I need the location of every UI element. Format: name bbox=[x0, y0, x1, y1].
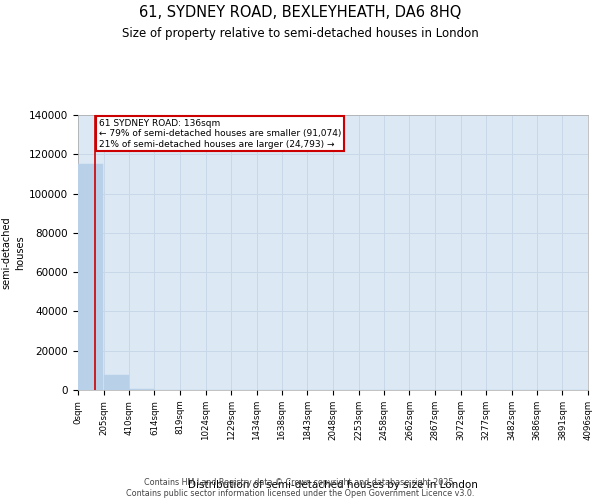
Bar bbox=[78, 164, 103, 390]
Text: Contains HM Land Registry data © Crown copyright and database right 2025.
Contai: Contains HM Land Registry data © Crown c… bbox=[126, 478, 474, 498]
Bar bbox=[104, 376, 129, 390]
Bar bbox=[130, 389, 154, 390]
Y-axis label: Number of
semi-detached
houses: Number of semi-detached houses bbox=[0, 216, 25, 289]
Text: Distribution of semi-detached houses by size in London: Distribution of semi-detached houses by … bbox=[188, 480, 478, 490]
Text: Size of property relative to semi-detached houses in London: Size of property relative to semi-detach… bbox=[122, 28, 478, 40]
Text: 61 SYDNEY ROAD: 136sqm
← 79% of semi-detached houses are smaller (91,074)
21% of: 61 SYDNEY ROAD: 136sqm ← 79% of semi-det… bbox=[98, 119, 341, 148]
Text: 61, SYDNEY ROAD, BEXLEYHEATH, DA6 8HQ: 61, SYDNEY ROAD, BEXLEYHEATH, DA6 8HQ bbox=[139, 5, 461, 20]
